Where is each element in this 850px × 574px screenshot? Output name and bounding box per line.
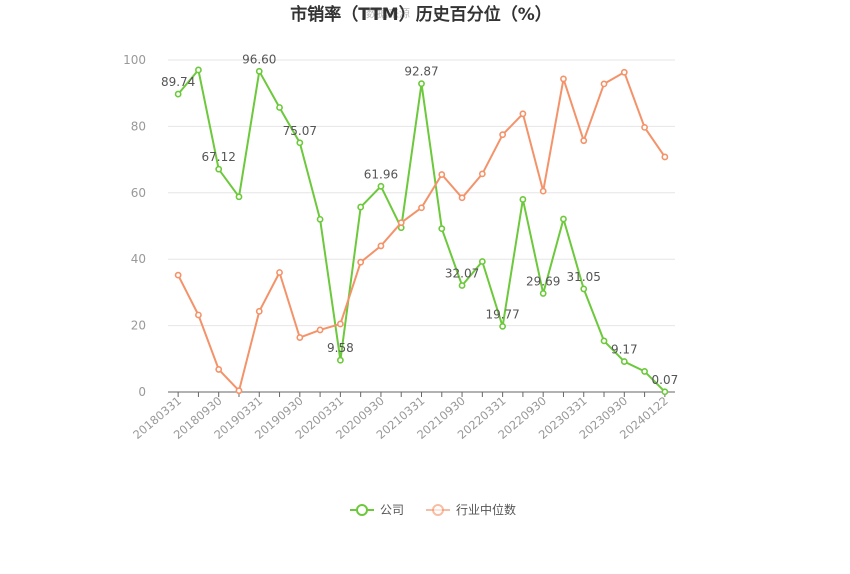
- data-point[interactable]: [418, 80, 425, 88]
- data-label: 0.07: [652, 373, 679, 387]
- legend[interactable]: 公司 行业中位数: [350, 502, 516, 517]
- data-label: 96.60: [242, 52, 276, 66]
- data-point[interactable]: [620, 358, 628, 365]
- data-point[interactable]: [499, 131, 507, 139]
- data-point[interactable]: [641, 368, 648, 375]
- data-point[interactable]: [316, 326, 324, 334]
- data-label: 61.96: [364, 167, 398, 181]
- data-point[interactable]: [418, 204, 425, 212]
- data-label: 92.87: [404, 65, 438, 79]
- data-point[interactable]: [539, 290, 547, 297]
- data-point[interactable]: [336, 356, 344, 364]
- data-point[interactable]: [438, 171, 446, 178]
- legend-item[interactable]: 行业中位数: [426, 502, 516, 517]
- data-point[interactable]: [255, 67, 263, 75]
- data-point[interactable]: [519, 110, 527, 118]
- y-tick-label: 40: [131, 252, 146, 266]
- data-point[interactable]: [661, 388, 669, 396]
- data-point[interactable]: [560, 75, 567, 83]
- data-point[interactable]: [661, 153, 669, 161]
- data-point[interactable]: [357, 258, 365, 266]
- data-point[interactable]: [296, 139, 304, 147]
- data-labels: 89.74 67.12 96.60 75.07 9.58 61.96 92.87 32.07 1…: [161, 52, 678, 386]
- legend-swatch-marker: [356, 504, 368, 516]
- data-point[interactable]: [276, 269, 283, 276]
- data-point[interactable]: [580, 137, 588, 145]
- data-label: 19.77: [485, 307, 519, 321]
- y-tick-label: 20: [131, 319, 146, 333]
- data-point[interactable]: [397, 219, 405, 227]
- legend-swatch-marker: [432, 504, 444, 516]
- legend-label: 行业中位数: [456, 502, 516, 517]
- data-point[interactable]: [478, 170, 486, 178]
- data-point[interactable]: [316, 215, 324, 223]
- y-tick-label: 100: [123, 53, 146, 67]
- data-label: 32.07: [445, 267, 479, 281]
- data-label: 31.05: [567, 270, 601, 284]
- data-point[interactable]: [377, 182, 385, 190]
- data-point[interactable]: [215, 165, 223, 173]
- grid-lines: [168, 59, 675, 327]
- data-point[interactable]: [519, 196, 527, 203]
- data-point[interactable]: [276, 104, 283, 111]
- data-point[interactable]: [458, 282, 466, 289]
- legend-label: 公司: [380, 503, 404, 517]
- y-tick-label: 60: [131, 186, 146, 200]
- data-point[interactable]: [438, 225, 446, 233]
- y-tick-label: 80: [131, 119, 146, 133]
- data-point[interactable]: [499, 322, 507, 330]
- data-label: 75.07: [283, 124, 317, 138]
- data-point[interactable]: [255, 307, 263, 315]
- data-point[interactable]: [215, 366, 223, 373]
- chart-title: 市销率（TTM）历史百分位（%）: [290, 4, 552, 25]
- data-point[interactable]: [195, 66, 202, 74]
- data-point[interactable]: [296, 334, 304, 341]
- data-point[interactable]: [174, 271, 182, 279]
- data-point[interactable]: [620, 68, 628, 76]
- data-point[interactable]: [478, 258, 486, 265]
- y-tick-label: 0: [138, 385, 146, 399]
- watermark-text: 数据来源: [366, 6, 410, 20]
- data-point[interactable]: [560, 215, 567, 223]
- data-point[interactable]: [539, 187, 547, 195]
- data-point[interactable]: [174, 90, 182, 98]
- data-point[interactable]: [377, 242, 385, 250]
- legend-item[interactable]: 公司: [350, 503, 404, 517]
- series-lines: [174, 66, 669, 396]
- data-point[interactable]: [235, 387, 243, 395]
- data-point[interactable]: [600, 337, 608, 345]
- data-label: 29.69: [526, 274, 560, 288]
- data-point[interactable]: [357, 203, 365, 211]
- data-label: 9.17: [611, 343, 638, 357]
- data-point[interactable]: [580, 285, 588, 293]
- data-point[interactable]: [195, 311, 202, 319]
- data-point[interactable]: [336, 320, 344, 328]
- data-label: 67.12: [202, 150, 236, 164]
- data-point[interactable]: [458, 194, 466, 202]
- data-label: 9.58: [327, 341, 354, 355]
- data-point[interactable]: [641, 123, 648, 131]
- data-label: 89.74: [161, 75, 195, 89]
- data-point[interactable]: [600, 80, 608, 88]
- data-point[interactable]: [235, 193, 243, 201]
